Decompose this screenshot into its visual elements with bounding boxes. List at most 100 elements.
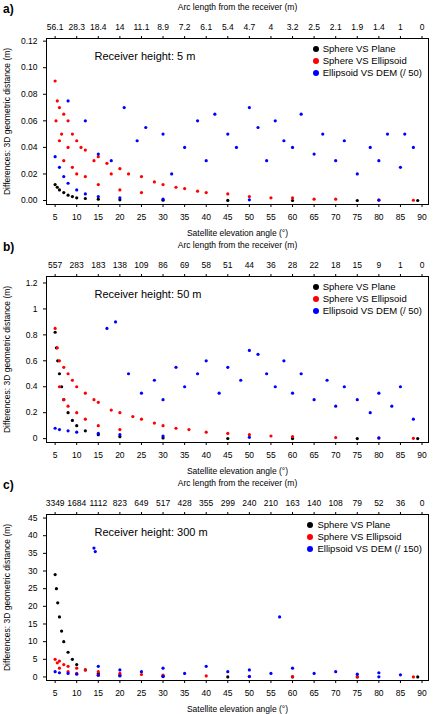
svg-text:50: 50 [245, 688, 255, 698]
svg-text:0.2: 0.2 [26, 407, 38, 417]
svg-text:1.4: 1.4 [373, 22, 385, 32]
svg-text:240: 240 [242, 498, 256, 508]
svg-text:4: 4 [269, 22, 274, 32]
svg-text:0.06: 0.06 [21, 116, 38, 126]
svg-text:1112: 1112 [89, 498, 107, 508]
svg-text:1: 1 [398, 260, 403, 270]
svg-text:22: 22 [309, 260, 319, 270]
svg-text:70: 70 [331, 450, 341, 460]
svg-text:55: 55 [266, 450, 276, 460]
svg-text:28: 28 [288, 260, 298, 270]
svg-text:18.4: 18.4 [90, 22, 107, 32]
svg-text:9: 9 [376, 260, 381, 270]
svg-text:0: 0 [33, 433, 38, 443]
svg-text:0.12: 0.12 [21, 36, 38, 46]
svg-text:Receiver height: 5 m: Receiver height: 5 m [95, 50, 196, 62]
svg-text:Differences: 3D geometric dist: Differences: 3D geometric distance (m) [2, 48, 12, 195]
svg-text:45: 45 [223, 450, 233, 460]
svg-text:28.3: 28.3 [68, 22, 85, 32]
svg-text:40: 40 [28, 530, 38, 540]
svg-text:50: 50 [245, 450, 255, 460]
svg-text:58: 58 [201, 260, 211, 270]
svg-text:60: 60 [288, 450, 298, 460]
svg-text:14: 14 [115, 22, 125, 32]
svg-text:5: 5 [53, 688, 58, 698]
svg-text:90: 90 [417, 450, 427, 460]
svg-text:15: 15 [28, 619, 38, 629]
svg-text:15: 15 [94, 688, 104, 698]
svg-text:5: 5 [33, 654, 38, 664]
svg-text:Satellite elevation angle (°): Satellite elevation angle (°) [187, 466, 288, 476]
svg-text:40: 40 [201, 212, 211, 222]
svg-text:0.10: 0.10 [21, 62, 38, 72]
svg-text:283: 283 [70, 260, 84, 270]
svg-text:60: 60 [288, 688, 298, 698]
svg-text:1684: 1684 [67, 498, 86, 508]
svg-text:0: 0 [33, 672, 38, 682]
svg-text:45: 45 [223, 688, 233, 698]
svg-text:0.6: 0.6 [26, 356, 38, 366]
svg-text:75: 75 [353, 688, 363, 698]
svg-text:75: 75 [353, 212, 363, 222]
svg-text:65: 65 [309, 450, 319, 460]
svg-text:140: 140 [307, 498, 321, 508]
svg-text:Differences: 3D geometric dist: Differences: 3D geometric distance (m) [2, 524, 12, 671]
svg-text:80: 80 [374, 450, 384, 460]
svg-text:299: 299 [221, 498, 235, 508]
svg-text:20: 20 [115, 450, 125, 460]
svg-text:55: 55 [266, 688, 276, 698]
svg-text:Arc length from the receiver (: Arc length from the receiver (m) [178, 2, 298, 12]
svg-text:517: 517 [156, 498, 170, 508]
svg-text:69: 69 [180, 260, 190, 270]
svg-text:85: 85 [396, 212, 406, 222]
svg-text:10: 10 [28, 636, 38, 646]
svg-text:20: 20 [115, 688, 125, 698]
svg-text:2.1: 2.1 [330, 22, 342, 32]
svg-text:Differences: 3D geometric dist: Differences: 3D geometric distance (m) [2, 286, 12, 433]
svg-text:Satellite elevation angle (°): Satellite elevation angle (°) [187, 228, 288, 238]
svg-text:3.2: 3.2 [287, 22, 299, 32]
svg-text:79: 79 [353, 498, 363, 508]
svg-text:10: 10 [72, 688, 82, 698]
svg-text:75: 75 [353, 450, 363, 460]
svg-text:15: 15 [353, 260, 363, 270]
svg-text:55: 55 [266, 212, 276, 222]
svg-text:45: 45 [223, 212, 233, 222]
svg-text:823: 823 [113, 498, 127, 508]
svg-text:210: 210 [264, 498, 278, 508]
svg-text:11.1: 11.1 [133, 22, 149, 32]
svg-text:70: 70 [331, 688, 341, 698]
svg-text:0.4: 0.4 [26, 381, 38, 391]
svg-text:163: 163 [285, 498, 299, 508]
svg-text:3349: 3349 [46, 498, 65, 508]
svg-text:1.2: 1.2 [26, 278, 38, 288]
svg-text:35: 35 [28, 548, 38, 558]
svg-text:Receiver height: 300 m: Receiver height: 300 m [95, 526, 208, 538]
svg-text:85: 85 [396, 450, 406, 460]
svg-text:8.9: 8.9 [157, 22, 169, 32]
svg-text:109: 109 [134, 260, 148, 270]
svg-text:36: 36 [266, 260, 276, 270]
svg-text:65: 65 [309, 212, 319, 222]
svg-text:183: 183 [91, 260, 105, 270]
svg-text:557: 557 [48, 260, 62, 270]
svg-text:6.1: 6.1 [200, 22, 212, 32]
svg-text:65: 65 [309, 688, 319, 698]
svg-text:35: 35 [180, 450, 190, 460]
svg-text:0.02: 0.02 [21, 169, 38, 179]
svg-text:0.04: 0.04 [21, 142, 38, 152]
svg-text:355: 355 [199, 498, 213, 508]
svg-text:51: 51 [223, 260, 233, 270]
svg-text:30: 30 [158, 212, 168, 222]
svg-text:30: 30 [28, 566, 38, 576]
svg-text:4.7: 4.7 [243, 22, 255, 32]
svg-text:138: 138 [113, 260, 127, 270]
svg-text:30: 30 [158, 450, 168, 460]
svg-text:0: 0 [420, 260, 425, 270]
svg-text:15: 15 [94, 212, 104, 222]
svg-text:0.08: 0.08 [21, 89, 38, 99]
svg-text:70: 70 [331, 212, 341, 222]
svg-text:108: 108 [329, 498, 343, 508]
svg-text:25: 25 [137, 212, 147, 222]
svg-text:5: 5 [53, 450, 58, 460]
